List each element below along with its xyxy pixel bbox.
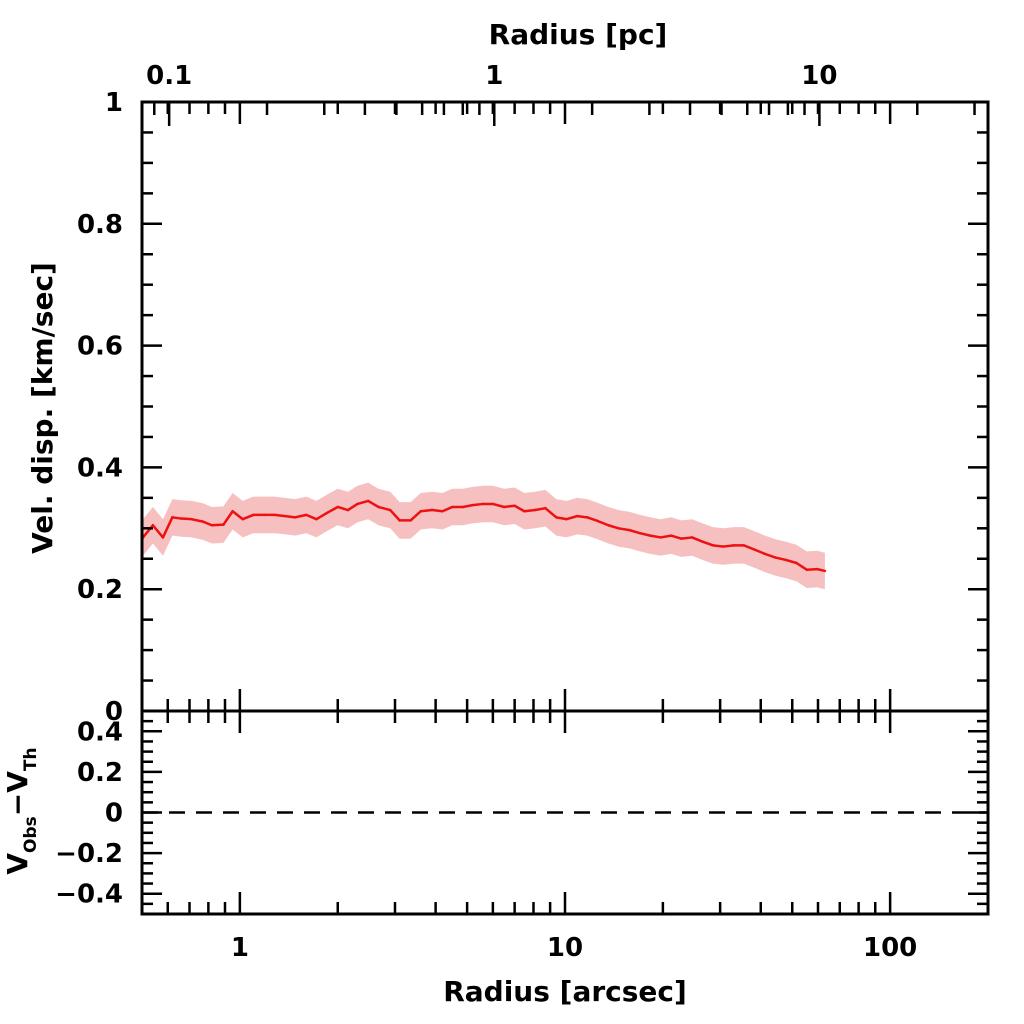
residual-y-tick-label: −0.4 [55,880,123,910]
residual-y-tick-label: 0.4 [77,717,123,747]
residual-y-tick-label: −0.2 [55,839,123,869]
data-line-segment [284,514,297,519]
data-line-segment [680,536,694,540]
data-line-segment [161,516,174,539]
data-line-segment [419,508,434,513]
data-line-segment [805,567,819,571]
error-band-layer [142,482,825,590]
data-line-segment [336,505,350,512]
tick-marks-layer [140,100,990,914]
data-line-segment [388,508,401,522]
data-line-segment [151,524,165,539]
y-tick-label: 0.2 [77,575,123,605]
data-line-segment [293,513,308,519]
data-line-segment [222,509,234,526]
x-tick-label: 10 [547,933,583,963]
data-line-segment [241,513,255,521]
data-line-segment [533,506,547,512]
data-line-segment [502,504,516,509]
data-line-segment [722,544,735,548]
data-line-segment [565,514,579,521]
data-line-segment [784,558,798,565]
data-line-segment [231,509,244,521]
y-tick-label: 0 [105,697,123,727]
data-line-segment [513,504,526,513]
data-line-segment [471,502,485,507]
data-line-segment [607,524,620,530]
data-line-segment [795,561,808,571]
data-line-layer [140,499,827,573]
data-line-segment [273,513,287,518]
residual-plot-frame [140,709,990,916]
data-line-segment [638,531,652,537]
data-line-segment [544,506,558,519]
data-line-segment [304,513,318,521]
data-line-segment [690,536,704,543]
data-line-segment [774,556,788,562]
data-line-segment [753,548,767,556]
data-line-segment [763,552,777,559]
residual-y-tick-label: 0.2 [77,758,123,788]
data-line-segment [366,499,380,509]
data-line-segment [325,505,339,515]
data-line-segment [315,511,328,521]
data-line-segment [628,528,642,535]
data-line-segment [523,508,537,513]
data-line-segment [491,502,506,509]
y-tick-label: 0.4 [77,453,123,483]
top-axis-title: Radius [pc] [489,18,668,51]
y-tick-label: 0.8 [77,210,123,240]
top-tick-label: 1 [485,61,503,91]
data-line-segment [555,516,568,521]
data-line-segment [430,508,444,513]
x-tick-label: 1 [231,933,249,963]
data-line-segment [210,523,225,527]
data-line-segment [596,519,610,527]
top-tick-label: 10 [801,61,837,91]
data-line-segment [409,509,422,522]
data-line-segment [701,540,715,547]
data-line-segment [816,567,827,573]
x-axis-title: Radius [arcsec] [443,975,687,1008]
data-line-segment [461,503,474,509]
data-line-segment [659,534,673,539]
error-band [142,482,825,590]
data-line-segment [575,514,589,519]
data-line-segment [179,517,193,521]
x-tick-label: 100 [863,933,917,963]
y-tick-label: 1 [105,88,123,118]
top-tick-label: 0.1 [146,61,192,91]
data-line-segment [201,520,214,527]
data-line-segment [346,502,359,512]
main-plot-frame [140,100,990,713]
data-line-segment [441,505,454,513]
y-axis-title: Vel. disp. [km/sec] [26,262,59,554]
y-tick-label: 0.6 [77,332,123,362]
data-line-segment [617,527,631,532]
data-line-segment [742,544,756,551]
data-line-segment [585,516,599,523]
data-line-segment [669,534,683,540]
data-line-segment [711,544,725,548]
data-line-segment [649,534,662,539]
data-line-segment [190,517,205,523]
data-line-segment [171,516,183,520]
residual-y-axis-title: VObs−VTh [1,747,41,874]
residual-y-tick-label: 0 [105,799,123,829]
data-line-segment [377,505,392,512]
data-line-segment [356,499,370,506]
